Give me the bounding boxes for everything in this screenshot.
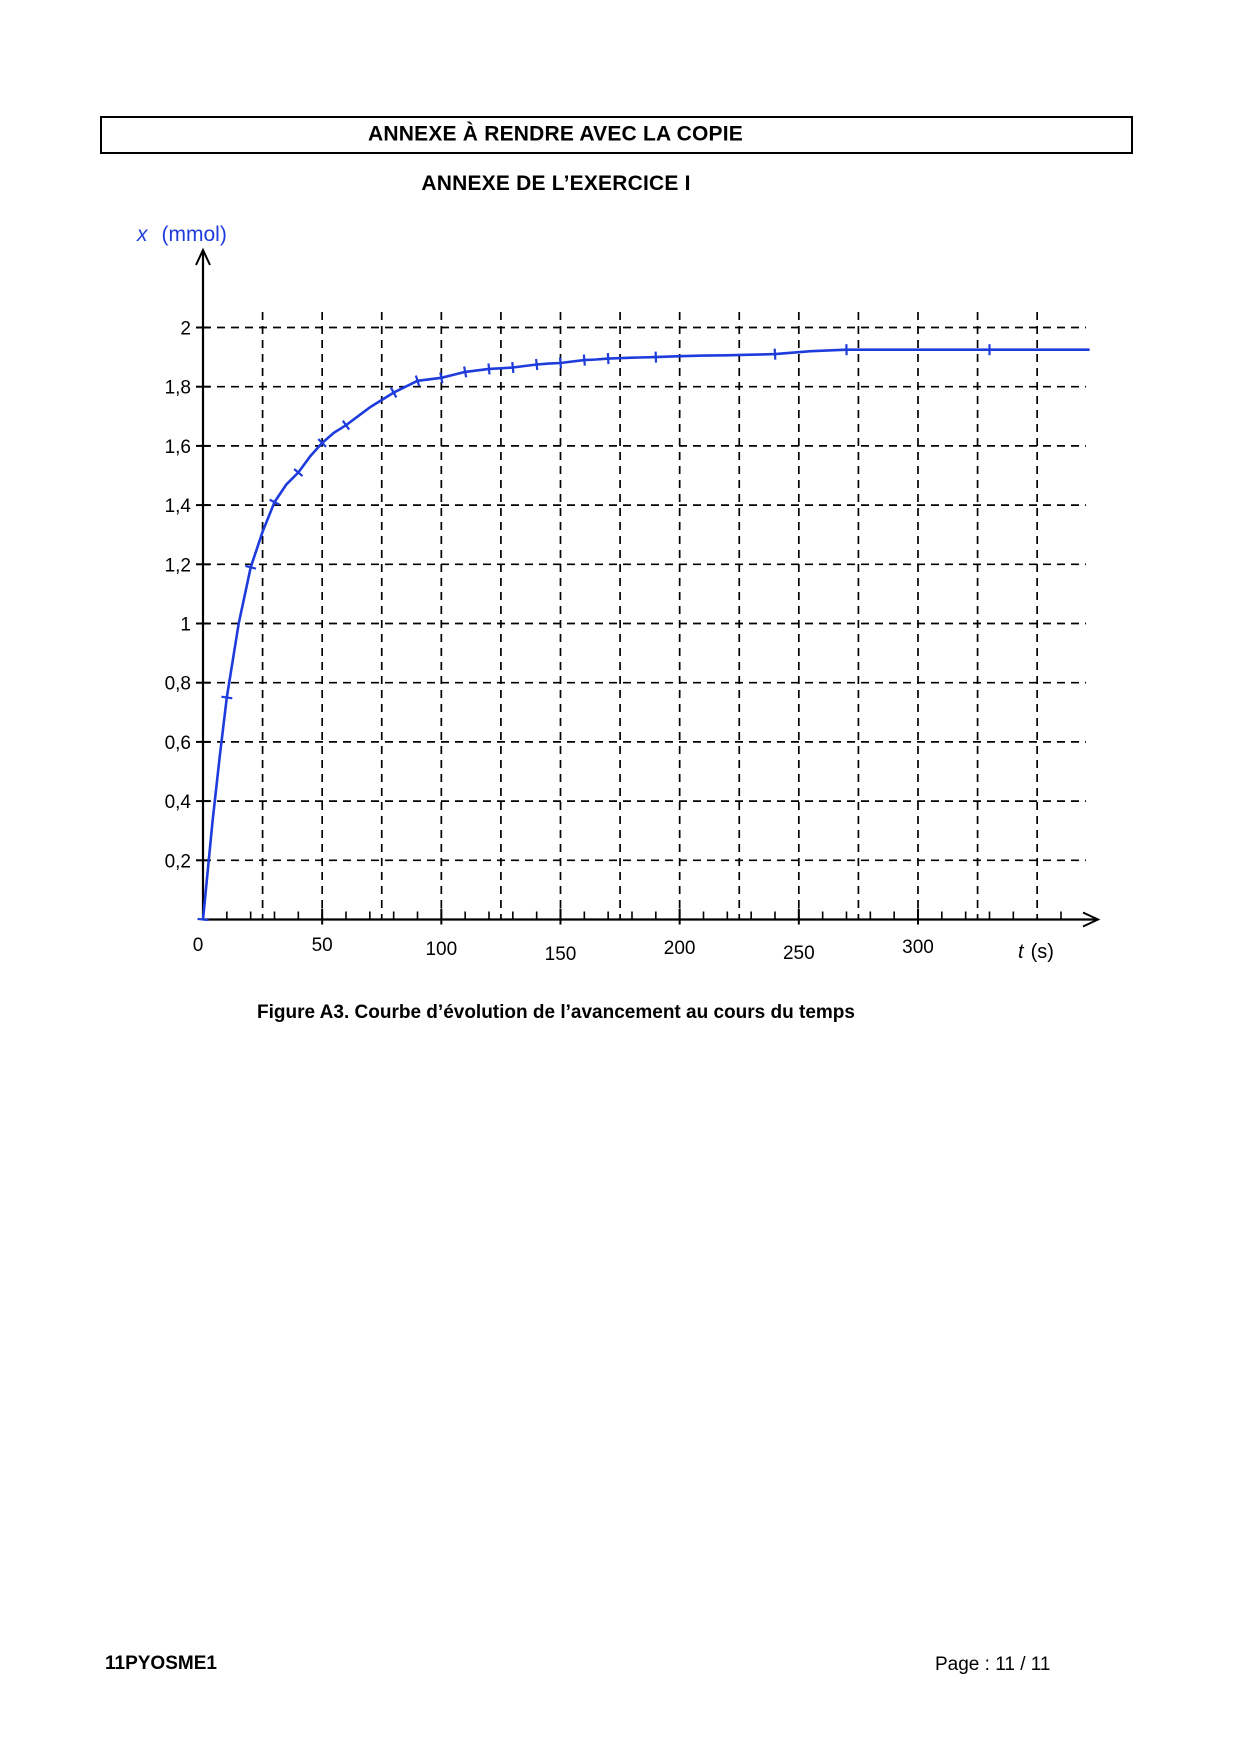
data-point-marker <box>317 438 327 448</box>
x-tick-label: 200 <box>664 938 696 959</box>
data-point-marker <box>390 387 398 398</box>
chart-plot-area: 0,2 0,4 0,6 0,8 1 1,2 1,4 1,6 1,8 2 0 50 100 150 200 25… <box>165 247 1101 965</box>
x-axis-symbol: t <box>1018 941 1025 963</box>
y-tick-label: 0,6 <box>165 733 191 754</box>
x-tick-label: 150 <box>545 944 577 965</box>
header-box-text: ANNEXE À RENDRE AVEC LA COPIE <box>368 122 743 146</box>
y-tick-label: 1 <box>180 615 191 636</box>
y-axis-unit: (mmol) <box>162 223 227 246</box>
data-point-marker <box>197 917 209 922</box>
data-point-marker <box>773 348 777 360</box>
y-axis-label: x (mmol) <box>136 223 227 246</box>
data-point-marker <box>221 695 233 700</box>
y-tick-label: 1,4 <box>165 496 192 517</box>
data-point-marker <box>487 363 491 375</box>
data-point-marker <box>606 353 610 365</box>
x-axis-arrow <box>1082 911 1101 928</box>
data-point-marker <box>535 358 539 371</box>
figure-caption: Figure A3. Courbe d’évolution de l’avanc… <box>257 1002 855 1023</box>
curve-avancement <box>201 348 1090 920</box>
y-tick-label: 1,6 <box>165 437 191 458</box>
x-axis-unit: (s) <box>1031 941 1054 963</box>
footer-page-number: Page : 11 / 11 <box>935 1654 1051 1675</box>
y-tick-label: 0,4 <box>165 792 192 813</box>
y-axis-symbol: x <box>136 223 149 246</box>
data-point-marker <box>269 498 280 506</box>
data-point-marker <box>293 468 304 477</box>
y-axis-arrow <box>195 247 211 266</box>
data-point-marker <box>558 357 563 369</box>
data-point-marker <box>463 366 468 378</box>
data-point-marker <box>582 354 586 366</box>
data-point-marker <box>341 420 351 431</box>
x-axis-label: t (s) <box>1018 941 1054 963</box>
header-box: ANNEXE À RENDRE AVEC LA COPIE <box>100 116 1133 154</box>
x-tick-label: 300 <box>902 937 934 958</box>
data-point-marker <box>511 361 515 374</box>
x-tick-label: 0 <box>193 935 204 956</box>
data-point-marker <box>414 375 421 387</box>
y-tick-label: 0,8 <box>165 674 191 695</box>
y-tick-label: 1,2 <box>165 555 191 576</box>
data-point-marker <box>439 372 444 384</box>
footer-document-code: 11PYOSME1 <box>105 1653 217 1674</box>
x-tick-label: 50 <box>312 935 333 956</box>
y-tick-label: 1,8 <box>165 378 191 399</box>
y-tick-label: 2 <box>180 319 191 340</box>
y-tick-label: 0,2 <box>165 851 191 872</box>
x-tick-label: 250 <box>783 943 815 964</box>
data-point-marker <box>245 564 257 570</box>
page-title: ANNEXE DE L’EXERCICE I <box>421 172 691 195</box>
x-tick-label: 100 <box>425 939 457 960</box>
